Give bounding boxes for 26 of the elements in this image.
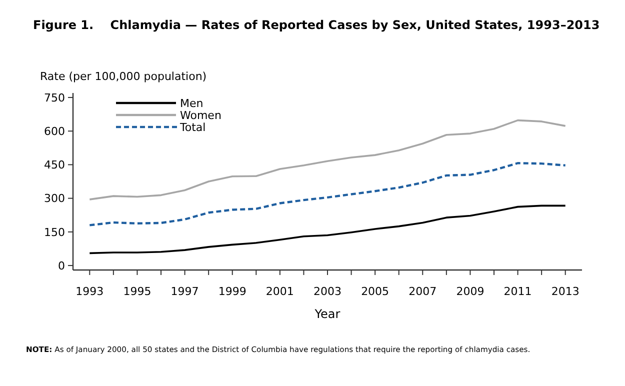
y-tick-label: 0 xyxy=(58,259,65,272)
legend-label: Women xyxy=(180,108,222,122)
x-tick-label: 2005 xyxy=(361,285,390,298)
x-tick-label: 2009 xyxy=(456,285,484,298)
x-tick-label: 1999 xyxy=(218,285,246,298)
line-series xyxy=(88,204,566,254)
y-axis-title: Rate (per 100,000 population) xyxy=(40,70,207,83)
legend-label: Men xyxy=(180,96,204,110)
x-tick-label: 1997 xyxy=(170,285,199,298)
chart-title: Figure 1. Chlamydia — Rates of Reported Cases by Sex, United States, 1993–2013 xyxy=(33,18,600,32)
x-tick-label: 2001 xyxy=(266,285,294,298)
line-series xyxy=(88,162,566,226)
x-tick-label: 2013 xyxy=(551,285,580,298)
y-tick-label: 750 xyxy=(44,91,65,104)
x-axis-title: Year xyxy=(314,307,340,321)
y-tick-label: 150 xyxy=(44,226,65,239)
x-tick-label: 2007 xyxy=(408,285,437,298)
x-tick-label: 2003 xyxy=(314,285,342,298)
x-tick-label: 1993 xyxy=(76,285,104,298)
y-tick-label: 450 xyxy=(44,158,65,172)
y-tick-label: 600 xyxy=(44,124,65,138)
x-tick-label: 2011 xyxy=(504,285,532,298)
y-tick-label: 300 xyxy=(44,192,65,206)
legend-label: Total xyxy=(179,120,206,134)
line-series xyxy=(88,119,566,200)
x-tick-label: 1995 xyxy=(123,285,152,298)
